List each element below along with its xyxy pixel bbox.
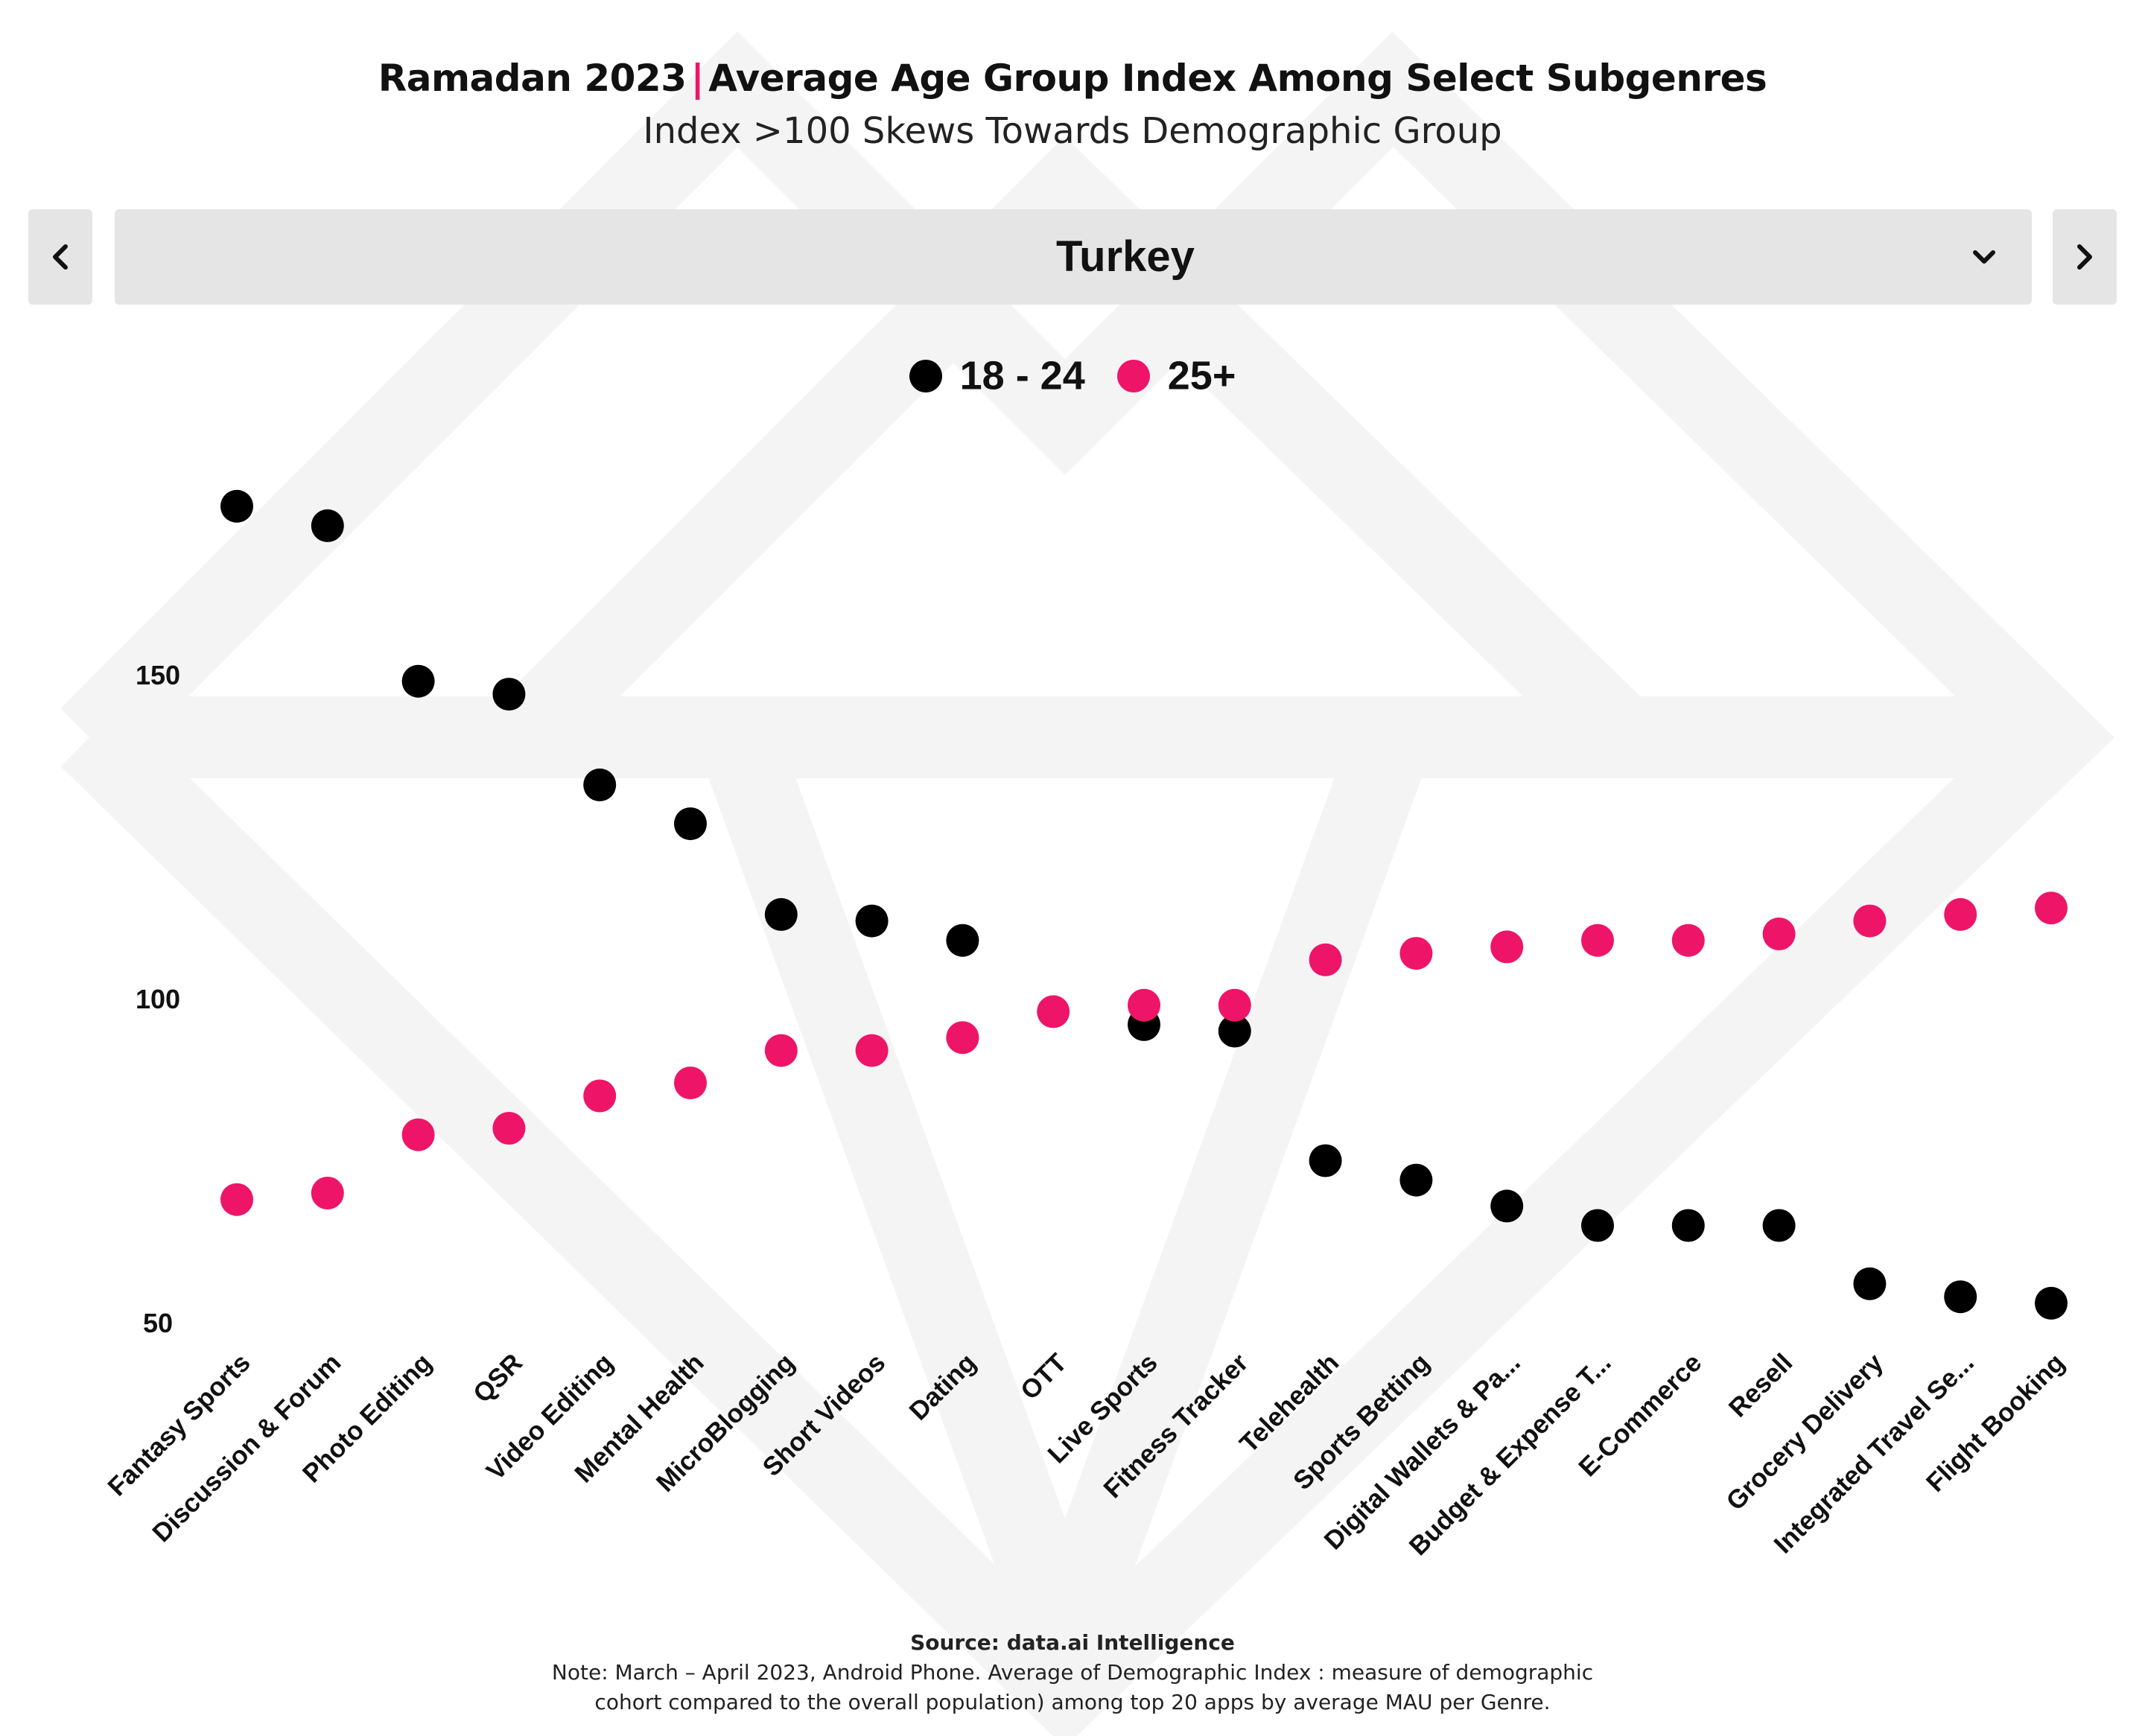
point-25-plus-fantasy-sports[interactable] <box>220 1183 253 1216</box>
chart-footer: Source: data.ai Intelligence Note: March… <box>0 1628 2145 1717</box>
point-18-24-e-commerce[interactable] <box>1671 1209 1705 1242</box>
point-18-24-integrated-travel-se[interactable] <box>1944 1280 1977 1314</box>
point-25-plus-ott[interactable] <box>1037 995 1070 1028</box>
point-25-plus-sports-betting[interactable] <box>1399 937 1433 970</box>
x-tick-label-grocery-delivery: Grocery Delivery <box>1720 1348 1889 1516</box>
point-18-24-budget-expense-t[interactable] <box>1581 1209 1614 1242</box>
chevron-down-icon <box>1973 250 1995 264</box>
title-secondary: Average Age Group Index Among Select Sub… <box>708 57 1767 100</box>
legend-marker-25-plus <box>1116 359 1150 392</box>
point-25-plus-mental-health[interactable] <box>674 1066 707 1100</box>
point-25-plus-dating[interactable] <box>946 1021 979 1055</box>
point-25-plus-photo-editing[interactable] <box>401 1118 435 1151</box>
point-25-plus-live-sports[interactable] <box>1128 988 1160 1022</box>
legend-item-25-plus[interactable]: 25+ <box>1116 350 1236 399</box>
point-18-24-resell[interactable] <box>1762 1209 1796 1242</box>
point-18-24-sports-betting[interactable] <box>1399 1163 1433 1197</box>
point-25-plus-e-commerce[interactable] <box>1671 923 1705 957</box>
legend-marker-18-24 <box>909 359 942 392</box>
point-25-plus-discussion-forum[interactable] <box>311 1177 344 1209</box>
next-button[interactable] <box>2053 209 2117 305</box>
selected-country: Turkey <box>1056 232 1195 281</box>
point-18-24-fitness-tracker[interactable] <box>1218 1014 1251 1048</box>
point-25-plus-integrated-travel-se[interactable] <box>1944 897 1977 931</box>
point-25-plus-digital-wallets-pa[interactable] <box>1490 930 1524 964</box>
point-18-24-dating[interactable] <box>946 923 979 957</box>
point-18-24-fantasy-sports[interactable] <box>220 489 253 523</box>
point-25-plus-resell[interactable] <box>1762 918 1796 950</box>
note-line-2: cohort compared to the overall populatio… <box>594 1690 1551 1714</box>
x-tick-label-resell: Resell <box>1723 1348 1798 1422</box>
point-25-plus-qsr[interactable] <box>492 1112 526 1145</box>
point-25-plus-flight-booking[interactable] <box>2035 891 2068 925</box>
chevron-right-icon <box>2077 244 2092 270</box>
point-18-24-microblogging[interactable] <box>764 897 798 931</box>
chart-subtitle: Index >100 Skews Towards Demographic Gro… <box>643 110 1502 152</box>
point-18-24-short-videos[interactable] <box>855 904 889 938</box>
y-tick-label-50: 50 <box>143 1308 173 1338</box>
point-25-plus-telehealth[interactable] <box>1309 943 1342 976</box>
source-text: Source: data.ai Intelligence <box>910 1630 1235 1655</box>
point-25-plus-budget-expense-t[interactable] <box>1581 923 1614 957</box>
legend-item-18-24[interactable]: 18 - 24 <box>909 350 1085 399</box>
chart-legend: 18 - 24 25+ <box>0 349 2145 399</box>
x-tick-label-qsr: QSR <box>468 1348 528 1408</box>
point-18-24-photo-editing[interactable] <box>401 664 435 698</box>
point-25-plus-microblogging[interactable] <box>764 1034 798 1067</box>
point-25-plus-grocery-delivery[interactable] <box>1853 904 1887 938</box>
point-18-24-digital-wallets-pa[interactable] <box>1490 1189 1524 1223</box>
previous-button[interactable] <box>28 209 92 305</box>
point-18-24-qsr[interactable] <box>492 678 526 711</box>
point-25-plus-fitness-tracker[interactable] <box>1218 988 1251 1022</box>
chart-title: Ramadan 2023 | Average Age Group Index Amo… <box>0 48 2145 109</box>
note-line-1: Note: March – April 2023, Android Phone.… <box>551 1660 1594 1685</box>
point-18-24-video-editing[interactable] <box>583 768 617 801</box>
country-dropdown[interactable]: Turkey <box>115 209 2032 305</box>
chevron-left-icon <box>53 244 68 270</box>
point-25-plus-video-editing[interactable] <box>583 1079 617 1113</box>
title-main: Ramadan 2023 <box>378 57 687 100</box>
x-tick-label-ott: OTT <box>1015 1348 1072 1405</box>
point-18-24-grocery-delivery[interactable] <box>1853 1267 1887 1300</box>
point-18-24-telehealth[interactable] <box>1309 1144 1342 1177</box>
legend-label-18-24: 18 - 24 <box>959 353 1085 398</box>
x-tick-label-dating: Dating <box>903 1348 982 1426</box>
chart-header: Ramadan 2023 | Average Age Group Index Amo… <box>0 48 2145 153</box>
point-18-24-discussion-forum[interactable] <box>311 509 344 542</box>
point-25-plus-short-videos[interactable] <box>855 1034 889 1067</box>
legend-label-25-plus: 25+ <box>1167 353 1236 398</box>
y-tick-label-150: 150 <box>136 660 180 690</box>
point-18-24-mental-health[interactable] <box>674 807 707 841</box>
y-tick-label-100: 100 <box>136 984 180 1014</box>
point-18-24-flight-booking[interactable] <box>2035 1286 2068 1320</box>
title-separator: | <box>690 57 705 100</box>
